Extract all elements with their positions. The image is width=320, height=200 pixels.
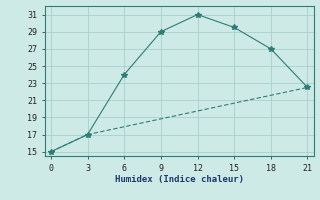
X-axis label: Humidex (Indice chaleur): Humidex (Indice chaleur) [115,175,244,184]
